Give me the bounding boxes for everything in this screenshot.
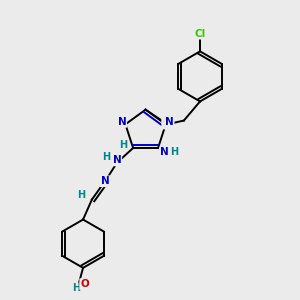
Text: N: N <box>165 117 174 127</box>
Text: S: S <box>162 118 170 128</box>
Text: Cl: Cl <box>194 29 206 39</box>
Text: N: N <box>160 147 169 158</box>
Text: N: N <box>101 176 110 186</box>
Text: O: O <box>80 279 89 289</box>
Text: N: N <box>112 155 121 165</box>
Text: H: H <box>119 140 127 150</box>
Text: N: N <box>118 117 126 127</box>
Text: H: H <box>170 147 178 158</box>
Text: H: H <box>103 152 111 162</box>
Text: H: H <box>76 190 85 200</box>
Text: H: H <box>72 284 80 293</box>
